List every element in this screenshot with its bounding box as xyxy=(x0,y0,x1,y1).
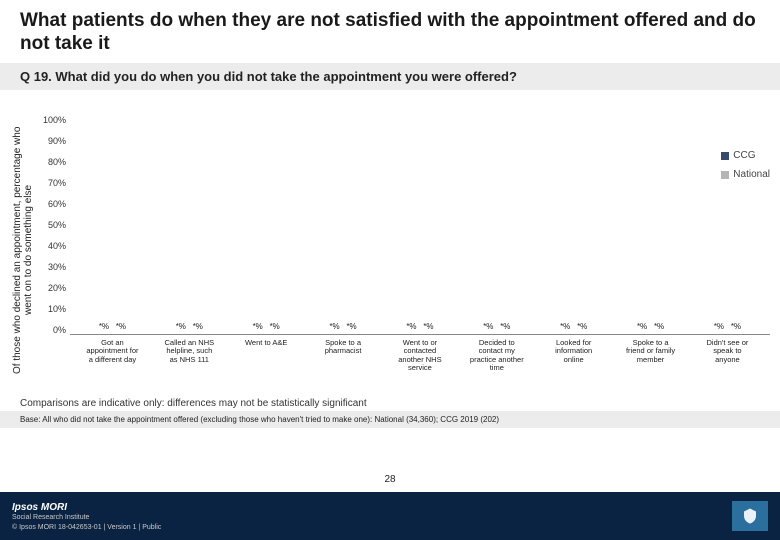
y-tick: 70% xyxy=(36,178,66,188)
page-number: 28 xyxy=(384,474,395,485)
bar-label: *% xyxy=(116,322,126,331)
swatch-ccg-icon xyxy=(721,152,729,160)
bars-row: *% *% *% *% *% *% *% *% *% *% *% *% *% *% *% *% *% *% xyxy=(70,115,770,334)
footer: 28 Ipsos MORI Social Research Institute … xyxy=(0,492,780,540)
chart-container: Of those who declined an appointment, pe… xyxy=(0,90,780,390)
bar-label: *% xyxy=(270,322,280,331)
bar-label: *% xyxy=(731,322,741,331)
x-label: Spoke to a friend or family member xyxy=(624,339,678,374)
y-tick: 0% xyxy=(36,325,66,335)
x-label: Didn't see or speak to anyone xyxy=(700,339,754,374)
x-labels: Got an appointment for a different day Ca… xyxy=(70,335,770,374)
chart-grid: *% *% *% *% *% *% *% *% *% *% *% *% *% *% *% *% *% *% xyxy=(70,115,770,335)
x-label: Went to A&E xyxy=(239,339,293,374)
x-label: Looked for information online xyxy=(547,339,601,374)
bar-label: *% xyxy=(406,322,416,331)
bar-label: *% xyxy=(637,322,647,331)
ipsos-badge-icon xyxy=(732,501,768,531)
bar-label: *% xyxy=(329,322,339,331)
chart-area: 100%90%80%70%60%50%40%30%20%10%0% *%*%*%… xyxy=(36,115,770,385)
bar-label: *% xyxy=(577,322,587,331)
bar-label: *% xyxy=(483,322,493,331)
bar-label: *% xyxy=(560,322,570,331)
bar-label: *% xyxy=(423,322,433,331)
y-axis-label: Of those who declined an appointment, pe… xyxy=(10,115,36,385)
title-block: What patients do when they are not satis… xyxy=(0,0,780,61)
y-tick: 40% xyxy=(36,241,66,251)
y-tick: 30% xyxy=(36,262,66,272)
y-tick: 10% xyxy=(36,304,66,314)
bar-label: *% xyxy=(176,322,186,331)
question-bar: Q 19. What did you do when you did not t… xyxy=(0,63,780,90)
base-text: Base: All who did not take the appointme… xyxy=(20,415,760,424)
legend: CCG National xyxy=(721,150,770,188)
swatch-national-icon xyxy=(721,171,729,179)
x-label: Decided to contact my practice another t… xyxy=(470,339,524,374)
footer-sub-brand: Social Research Institute xyxy=(12,514,732,521)
bar-label: *% xyxy=(193,322,203,331)
legend-item-ccg: CCG xyxy=(721,150,770,161)
x-label: Called an NHS helpline, such as NHS 111 xyxy=(162,339,216,374)
bar-label: *% xyxy=(500,322,510,331)
footer-copyright: © Ipsos MORI 18-042653-01 | Version 1 | … xyxy=(12,524,732,531)
comparison-note: Comparisons are indicative only: differe… xyxy=(0,390,780,411)
bar-label: *% xyxy=(253,322,263,331)
bar-label: *% xyxy=(346,322,356,331)
question-text: Q 19. What did you do when you did not t… xyxy=(20,69,760,84)
bar-label: *% xyxy=(654,322,664,331)
legend-label-ccg: CCG xyxy=(733,150,755,161)
x-label: Went to or contacted another NHS service xyxy=(393,339,447,374)
legend-label-national: National xyxy=(733,169,770,180)
y-tick: 20% xyxy=(36,283,66,293)
y-tick: 50% xyxy=(36,220,66,230)
bar-label: *% xyxy=(99,322,109,331)
x-label: Spoke to a pharmacist xyxy=(316,339,370,374)
base-bar: Base: All who did not take the appointme… xyxy=(0,411,780,428)
bar-label: *% xyxy=(714,322,724,331)
y-tick: 90% xyxy=(36,136,66,146)
y-tick: 100% xyxy=(36,115,66,125)
legend-item-national: National xyxy=(721,169,770,180)
footer-left: Ipsos MORI Social Research Institute © I… xyxy=(12,502,732,531)
y-ticks: 100% 90% 80% 70% 60% 50% 40% 30% 20% 10% 0% xyxy=(36,115,70,335)
y-tick: 80% xyxy=(36,157,66,167)
page-title: What patients do when they are not satis… xyxy=(20,10,760,56)
plot-area: *% *% *% *% *% *% *% *% *% *% *% *% *% *% *% *% *% *% Got… xyxy=(70,115,770,385)
x-label: Got an appointment for a different day xyxy=(85,339,139,374)
y-tick: 60% xyxy=(36,199,66,209)
footer-brand: Ipsos MORI xyxy=(12,502,732,513)
